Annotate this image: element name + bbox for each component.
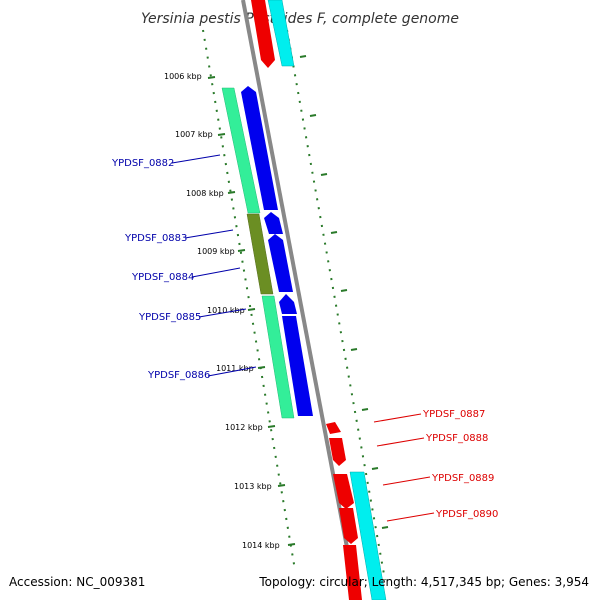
- kbp-label: 1009 kbp: [197, 247, 235, 256]
- gene-label-forward[interactable]: YPDSF_0884: [131, 272, 194, 283]
- cds-reverse-0890[interactable]: [339, 508, 358, 544]
- cog-block-cyan[interactable]: [267, 0, 295, 67]
- kbp-label: 1010 kbp: [207, 306, 245, 315]
- cds-forward-0883[interactable]: [264, 212, 283, 234]
- kbp-label: 1008 kbp: [186, 189, 224, 198]
- forward-cog-track[interactable]: [221, 87, 295, 419]
- gene-label-reverse[interactable]: YPDSF_0887: [422, 409, 485, 420]
- gene-label-reverse[interactable]: YPDSF_0888: [425, 433, 488, 444]
- cds-reverse-0887[interactable]: [326, 422, 341, 434]
- reverse-cog-track[interactable]: [267, 0, 387, 600]
- cds-forward-0884[interactable]: [268, 234, 293, 292]
- major-tick-1008: [227, 191, 236, 194]
- kbp-label: 1014 kbp: [242, 541, 280, 550]
- forward-cds-track[interactable]: [241, 86, 313, 416]
- cds-forward-0882[interactable]: [241, 86, 278, 210]
- cds-forward-0886[interactable]: [282, 316, 313, 416]
- gene-label-forward[interactable]: YPDSF_0883: [124, 233, 187, 244]
- major-tick-1010: [247, 308, 256, 311]
- reverse-cds-track[interactable]: [251, 0, 362, 600]
- major-tick-1007: [217, 133, 226, 136]
- gene-label-forward[interactable]: YPDSF_0886: [147, 370, 210, 381]
- left-tick-ruler: [202, 29, 296, 571]
- forward-gene-labels: YPDSF_0882 YPDSF_0883 YPDSF_0884 YPDSF_0…: [111, 154, 257, 381]
- gene-label-reverse[interactable]: YPDSF_0890: [435, 509, 498, 520]
- reverse-gene-labels: YPDSF_0887 YPDSF_0888 YPDSF_0889 YPDSF_0…: [373, 409, 498, 522]
- accession-text: Accession: NC_009381: [9, 575, 145, 589]
- cog-block-olive[interactable]: [246, 213, 274, 295]
- kbp-label: 1007 kbp: [175, 130, 213, 139]
- genome-summary-text: Topology: circular; Length: 4,517,345 bp…: [258, 575, 589, 589]
- map-title: Yersinia pestis Pestoides F, complete ge…: [141, 11, 459, 27]
- kbp-label: 1011 kbp: [216, 364, 254, 373]
- right-tick-ruler: [286, 29, 389, 581]
- cds-reverse-top[interactable]: [251, 0, 275, 68]
- cds-reverse-0889[interactable]: [333, 474, 354, 509]
- kbp-labels: 1006 kbp 1007 kbp 1008 kbp 1009 kbp 1010…: [164, 72, 280, 550]
- kbp-label: 1006 kbp: [164, 72, 202, 81]
- major-tick-1012: [267, 425, 276, 428]
- gene-label-forward[interactable]: YPDSF_0885: [138, 312, 201, 323]
- kbp-label: 1013 kbp: [234, 482, 272, 491]
- cds-reverse-0888[interactable]: [329, 438, 346, 466]
- major-tick-1013: [277, 484, 286, 487]
- cds-forward-0885[interactable]: [279, 294, 297, 314]
- cog-block-green[interactable]: [261, 295, 295, 419]
- kbp-label: 1012 kbp: [225, 423, 263, 432]
- cog-block-cyan[interactable]: [349, 471, 387, 600]
- cds-reverse-next[interactable]: [343, 545, 362, 600]
- gene-label-forward[interactable]: YPDSF_0882: [111, 158, 174, 169]
- major-tick-1009: [237, 249, 246, 252]
- genome-backbone: [241, 0, 359, 600]
- gene-label-reverse[interactable]: YPDSF_0889: [431, 473, 494, 484]
- major-tick-1014: [287, 543, 296, 546]
- cog-block-green[interactable]: [221, 87, 261, 214]
- major-tick-1011: [257, 366, 266, 369]
- major-tick-1006: [207, 76, 216, 79]
